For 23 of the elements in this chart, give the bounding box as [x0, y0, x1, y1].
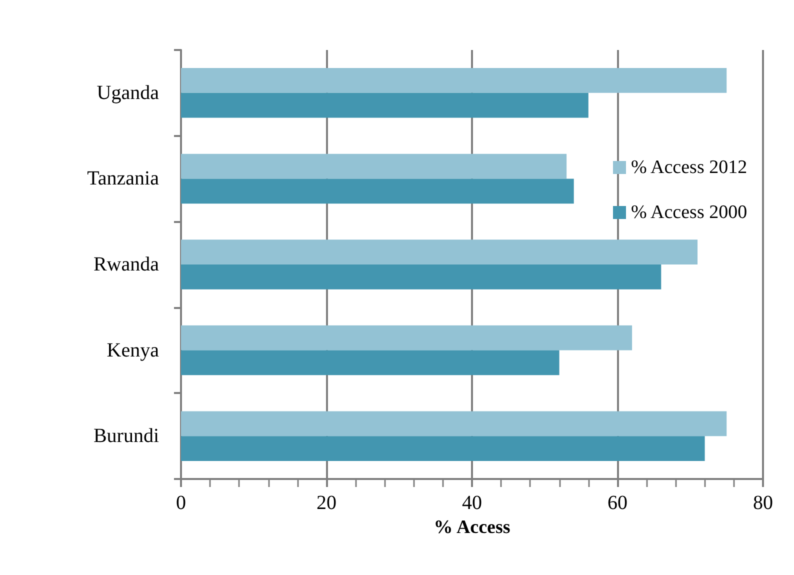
bar: [181, 436, 705, 461]
bar: [181, 68, 727, 93]
x-tick-label: 60: [608, 492, 628, 514]
bar: [181, 154, 567, 179]
bar: [181, 325, 632, 350]
bar: [181, 92, 588, 118]
y-tick-label: Tanzania: [87, 168, 160, 190]
x-axis-title: % Access: [434, 516, 510, 538]
legend-label: % Access 2000: [631, 202, 748, 223]
x-tick-label: 40: [462, 492, 482, 514]
y-tick-label: Uganda: [96, 82, 160, 104]
x-tick-label: 0: [176, 492, 186, 514]
bar: [181, 350, 560, 376]
y-tick-label: Rwanda: [93, 254, 160, 276]
legend-label: % Access 2012: [631, 157, 748, 178]
y-tick-label: Burundi: [93, 425, 160, 448]
bar: [181, 411, 727, 436]
x-tick-label: 20: [316, 492, 336, 514]
bar: [181, 240, 698, 264]
bar: [181, 178, 574, 204]
bar: [181, 264, 662, 290]
y-tick-label: Kenya: [106, 339, 160, 362]
x-tick-label: 80: [753, 492, 773, 514]
